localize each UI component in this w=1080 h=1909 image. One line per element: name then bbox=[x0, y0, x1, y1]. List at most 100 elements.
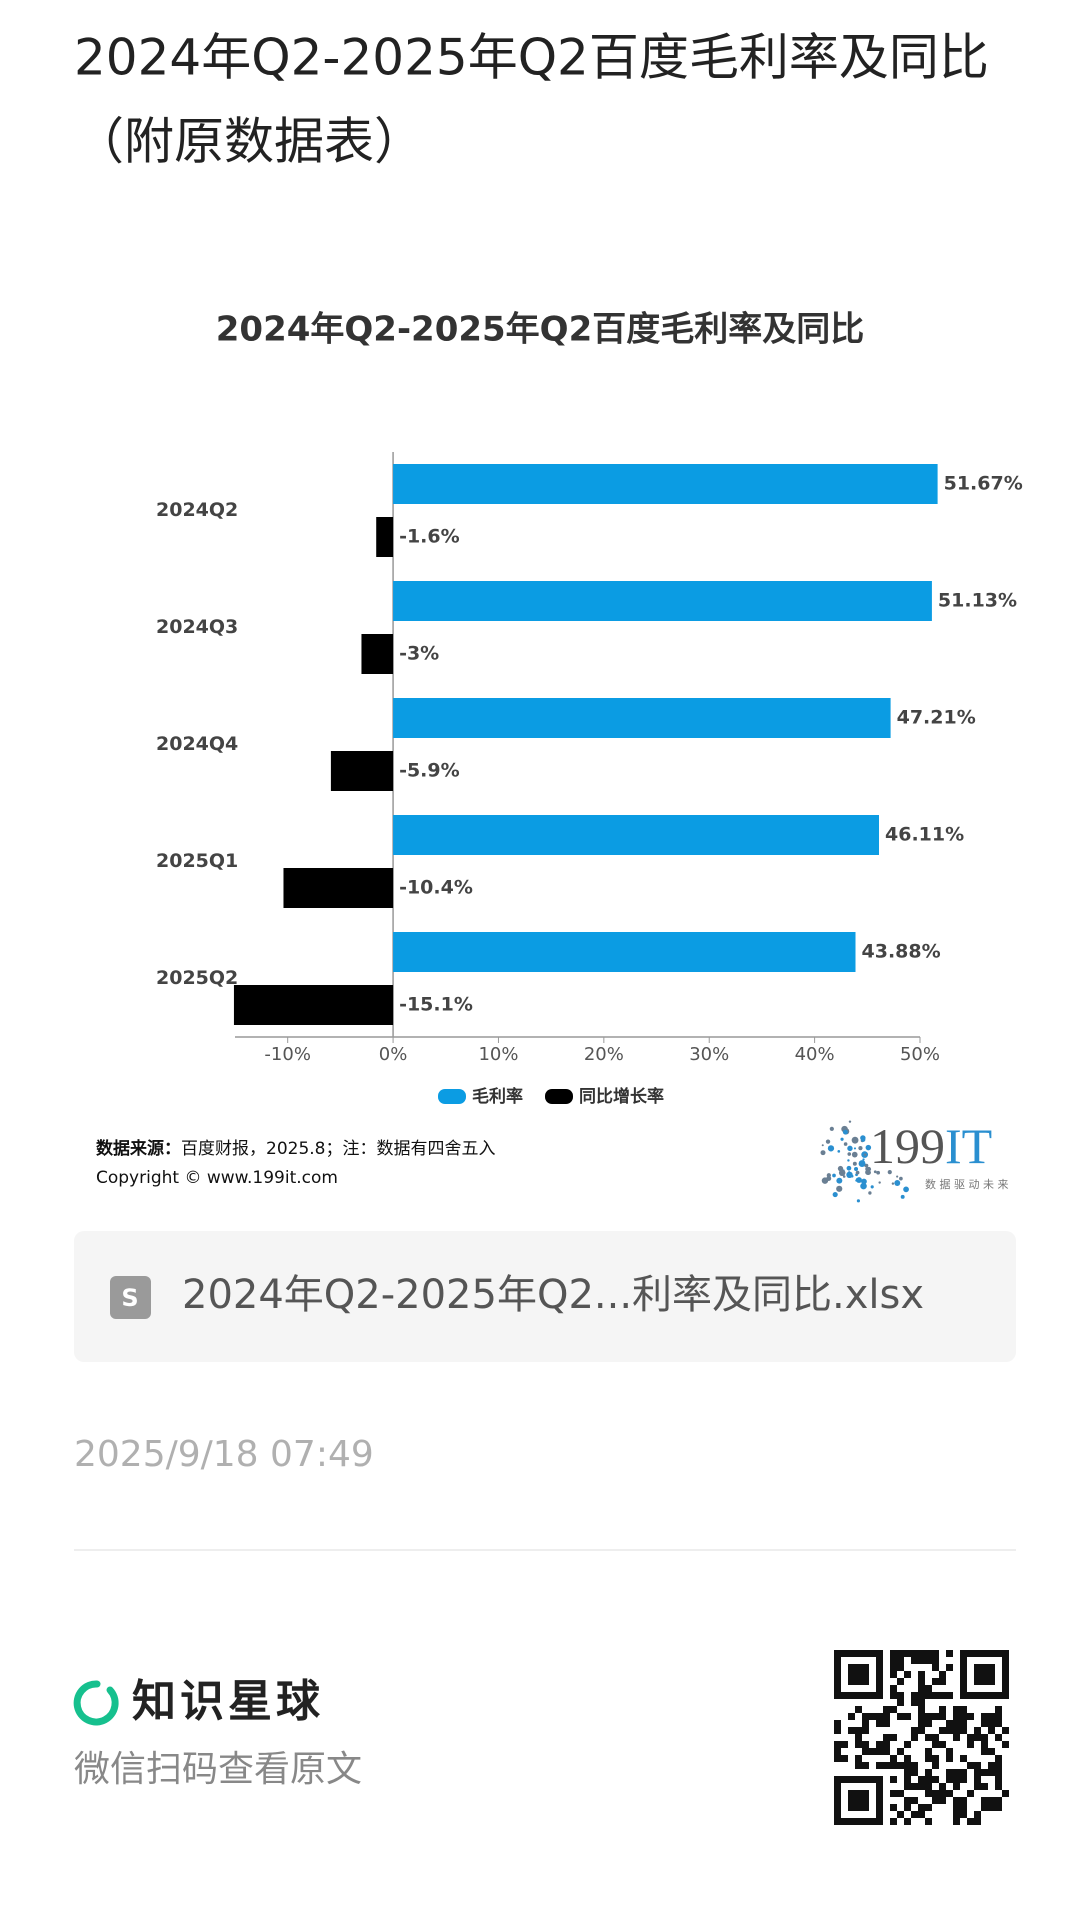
data-label: -5.9% bbox=[399, 760, 460, 782]
legend-swatch bbox=[545, 1089, 573, 1104]
qr-cell bbox=[848, 1776, 855, 1783]
x-tick-label: -10% bbox=[264, 1044, 311, 1065]
qr-cell bbox=[960, 1776, 967, 1783]
qr-cell bbox=[974, 1664, 981, 1671]
qr-cell bbox=[974, 1727, 981, 1734]
qr-cell bbox=[932, 1734, 939, 1741]
logo-dot bbox=[855, 1170, 860, 1175]
qr-cell bbox=[862, 1678, 869, 1685]
qr-cell bbox=[876, 1685, 883, 1692]
qr-cell bbox=[974, 1776, 981, 1783]
qr-cell bbox=[918, 1783, 925, 1790]
qr-cell bbox=[939, 1692, 946, 1699]
bar bbox=[283, 868, 394, 908]
qr-cell bbox=[848, 1790, 855, 1797]
qr-cell bbox=[1002, 1657, 1009, 1664]
qr-cell bbox=[876, 1783, 883, 1790]
logo-dot bbox=[842, 1175, 846, 1178]
qr-cell bbox=[1002, 1650, 1009, 1657]
qr-cell bbox=[911, 1734, 918, 1741]
qr-cell bbox=[939, 1797, 946, 1804]
bar bbox=[393, 464, 938, 504]
qr-cell bbox=[918, 1804, 925, 1811]
qr-cell bbox=[988, 1727, 995, 1734]
qr-cell bbox=[848, 1727, 855, 1734]
qr-code[interactable] bbox=[834, 1650, 1009, 1825]
qr-cell bbox=[904, 1671, 911, 1678]
bar bbox=[330, 751, 394, 791]
qr-cell bbox=[953, 1797, 960, 1804]
chart-title: 2024年Q2-2025年Q2百度毛利率及同比 bbox=[216, 310, 865, 350]
qr-cell bbox=[988, 1804, 995, 1811]
qr-cell bbox=[841, 1692, 848, 1699]
source-text: 百度财报，2025.8；注：数据有四舍五入 bbox=[181, 1139, 495, 1159]
qr-cell bbox=[904, 1741, 911, 1748]
logo-dot bbox=[891, 1182, 895, 1185]
logo-dot bbox=[896, 1175, 899, 1178]
qr-cell bbox=[841, 1650, 848, 1657]
qr-cell bbox=[834, 1776, 841, 1783]
file-name[interactable]: 2024年Q2-2025年Q2...利率及同比.xlsx bbox=[182, 1272, 924, 1318]
logo-dot bbox=[887, 1170, 892, 1175]
qr-cell bbox=[855, 1706, 862, 1713]
qr-cell bbox=[869, 1776, 876, 1783]
qr-cell bbox=[960, 1692, 967, 1699]
qr-cell bbox=[876, 1790, 883, 1797]
qr-cell bbox=[953, 1804, 960, 1811]
y-tick-label: 2024Q3 bbox=[156, 616, 238, 638]
qr-cell bbox=[911, 1762, 918, 1769]
logo-dot bbox=[843, 1142, 848, 1146]
qr-cell bbox=[890, 1692, 897, 1699]
qr-cell bbox=[988, 1748, 995, 1755]
qr-cell bbox=[981, 1804, 988, 1811]
logo-dot bbox=[838, 1169, 846, 1177]
logo-part: IT bbox=[945, 1118, 992, 1174]
qr-cell bbox=[960, 1727, 967, 1734]
logo-dot bbox=[894, 1180, 901, 1186]
qr-cell bbox=[876, 1671, 883, 1678]
qr-cell bbox=[862, 1741, 869, 1748]
qr-cell bbox=[946, 1720, 953, 1727]
qr-cell bbox=[981, 1713, 988, 1720]
qr-cell bbox=[932, 1755, 939, 1762]
qr-cell bbox=[960, 1678, 967, 1685]
qr-cell bbox=[960, 1650, 967, 1657]
qr-cell bbox=[897, 1692, 904, 1699]
logo-dot bbox=[851, 1136, 859, 1144]
qr-cell bbox=[918, 1692, 925, 1699]
x-tick-label: 40% bbox=[795, 1044, 835, 1065]
file-card[interactable] bbox=[74, 1231, 1016, 1362]
qr-cell bbox=[981, 1797, 988, 1804]
qr-cell bbox=[995, 1762, 1002, 1769]
qr-cell bbox=[841, 1741, 848, 1748]
x-tick-label: 10% bbox=[478, 1044, 518, 1065]
logo-dot bbox=[862, 1158, 865, 1161]
x-tick-label: 0% bbox=[379, 1044, 408, 1065]
logo-dot bbox=[876, 1170, 881, 1175]
qr-cell bbox=[862, 1804, 869, 1811]
bar bbox=[361, 634, 394, 674]
qr-cell bbox=[897, 1678, 904, 1685]
qr-cell bbox=[897, 1657, 904, 1664]
qr-cell bbox=[946, 1650, 953, 1657]
qr-cell bbox=[988, 1762, 995, 1769]
logo-dot bbox=[899, 1176, 903, 1181]
qr-cell bbox=[855, 1797, 862, 1804]
qr-cell bbox=[883, 1720, 890, 1727]
logo-dot bbox=[903, 1186, 909, 1193]
qr-cell bbox=[897, 1762, 904, 1769]
qr-cell bbox=[834, 1755, 841, 1762]
qr-cell bbox=[1002, 1678, 1009, 1685]
qr-cell bbox=[890, 1657, 897, 1664]
qr-cell bbox=[981, 1748, 988, 1755]
x-tick-label: 20% bbox=[584, 1044, 624, 1065]
qr-cell bbox=[911, 1650, 918, 1657]
qr-cell bbox=[855, 1776, 862, 1783]
qr-cell bbox=[834, 1657, 841, 1664]
qr-cell bbox=[974, 1762, 981, 1769]
qr-cell bbox=[848, 1650, 855, 1657]
y-tick-label: 2025Q1 bbox=[156, 850, 238, 872]
qr-cell bbox=[932, 1790, 939, 1797]
logo-dot bbox=[853, 1147, 857, 1150]
qr-cell bbox=[946, 1692, 953, 1699]
